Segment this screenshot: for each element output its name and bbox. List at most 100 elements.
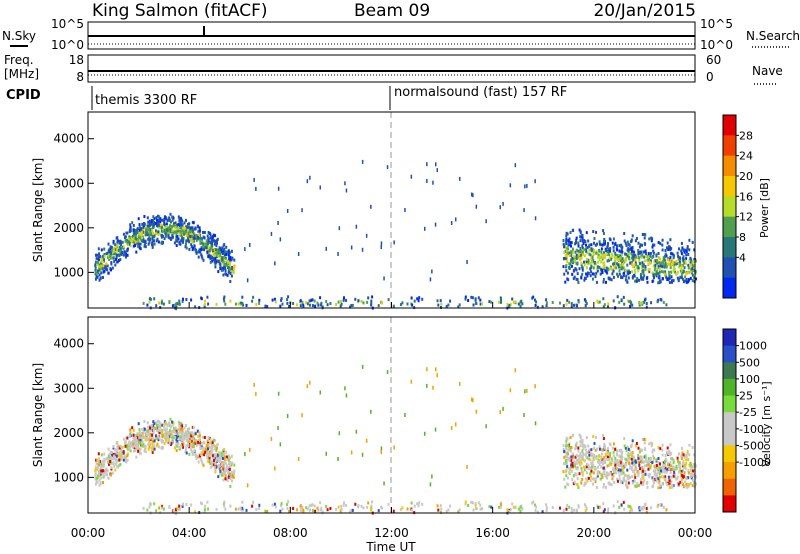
velocity-echo <box>212 463 215 467</box>
power-echo <box>642 266 645 270</box>
power-echo <box>691 267 694 271</box>
power-echo <box>602 265 605 269</box>
power-echo <box>580 256 583 260</box>
power-echo <box>671 279 674 283</box>
power-echo <box>191 248 194 252</box>
velocity-echo <box>159 428 162 432</box>
power-echo <box>579 239 582 243</box>
power-echo <box>103 258 106 262</box>
power-echo <box>115 253 118 257</box>
velocity-echo <box>116 448 119 452</box>
velocity-echo <box>682 474 685 478</box>
velocity-echo <box>151 439 154 443</box>
velocity-echo <box>178 437 181 440</box>
velocity-echo <box>158 428 161 432</box>
velocity-echo <box>459 381 461 386</box>
velocity-echo <box>175 442 178 446</box>
velocity-echo <box>620 461 623 465</box>
power-echo <box>197 235 200 239</box>
power-echo <box>661 270 663 274</box>
velocity-echo <box>187 437 190 441</box>
velocity-echo <box>207 507 210 511</box>
velocity-echo <box>208 456 211 460</box>
velocity-echo <box>666 451 669 455</box>
velocity-echo <box>664 463 667 467</box>
velocity-echo <box>602 502 605 506</box>
power-echo <box>180 218 183 222</box>
velocity-echo <box>222 467 225 471</box>
power-echo <box>410 174 413 179</box>
velocity-echo <box>559 506 561 510</box>
velocity-echo <box>136 432 139 436</box>
power-echo <box>633 263 636 267</box>
velocity-echo <box>217 459 220 463</box>
velocity-echo <box>649 464 652 468</box>
velocity-echo <box>182 502 184 506</box>
velocity-echo <box>201 442 203 446</box>
velocity-echo <box>249 447 251 452</box>
power-echo <box>142 230 145 234</box>
power-echo <box>140 232 143 236</box>
power-echo <box>594 243 597 247</box>
velocity-echo <box>641 438 644 441</box>
velocity-echo <box>464 500 467 504</box>
power-echo <box>645 276 648 280</box>
power-echo <box>300 301 303 304</box>
power-echo <box>194 227 197 231</box>
velocity-echo <box>162 507 165 511</box>
velocity-echo <box>141 441 144 445</box>
velocity-echo <box>657 457 660 460</box>
power-echo <box>225 245 228 249</box>
power-echo <box>175 232 178 236</box>
power-echo <box>198 234 200 238</box>
power-echo <box>185 229 188 233</box>
power-echo <box>229 256 232 259</box>
velocity-echo <box>297 457 300 461</box>
velocity-echo <box>488 505 491 509</box>
power-echo <box>644 265 647 269</box>
power-echo <box>670 275 673 279</box>
power-echo <box>601 271 604 274</box>
colorbar-segment <box>723 155 736 177</box>
velocity-echo <box>151 450 154 454</box>
power-echo <box>166 229 169 233</box>
power-echo <box>252 295 255 299</box>
velocity-echo <box>668 467 671 471</box>
power-echo <box>673 263 676 267</box>
velocity-echo <box>154 434 157 438</box>
velocity-echo <box>226 455 228 459</box>
velocity-echo <box>590 448 593 452</box>
power-echo <box>165 217 168 221</box>
power-echo <box>597 300 600 304</box>
power-echo <box>656 300 659 304</box>
power-echo <box>103 266 106 270</box>
velocity-echo <box>171 420 174 424</box>
velocity-echo <box>153 502 156 506</box>
power-echo <box>575 257 578 260</box>
velocity-echo <box>211 454 214 458</box>
power-echo <box>192 236 195 240</box>
power-echo <box>684 275 687 279</box>
power-echo <box>595 271 598 275</box>
power-echo <box>197 255 200 259</box>
power-echo <box>602 305 605 309</box>
power-echo <box>142 301 145 305</box>
velocity-echo <box>654 478 657 481</box>
velocity-echo <box>597 460 599 464</box>
power-echo <box>151 237 154 241</box>
power-echo <box>229 259 232 263</box>
velocity-echo <box>641 469 644 473</box>
velocity-echo <box>567 483 570 487</box>
colorbar-segment <box>723 135 736 157</box>
power-echo <box>668 262 671 266</box>
velocity-echo <box>633 468 636 472</box>
velocity-echo <box>228 474 231 478</box>
velocity-echo <box>340 507 343 511</box>
velocity-echo <box>189 439 192 443</box>
velocity-echo <box>200 444 203 448</box>
power-echo <box>208 255 211 259</box>
velocity-echo <box>103 471 106 475</box>
velocity-echo <box>603 466 606 470</box>
velocity-echo <box>568 471 571 475</box>
